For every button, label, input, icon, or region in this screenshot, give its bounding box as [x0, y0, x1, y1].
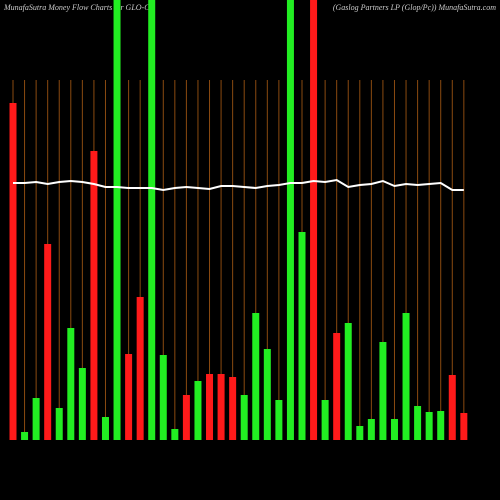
chart-title: MunafaSutra Money Flow Charts for GLO-C [3, 3, 150, 12]
bar [9, 103, 17, 440]
bar [67, 328, 75, 440]
bar [263, 349, 271, 440]
bar [78, 368, 86, 440]
bar [344, 323, 352, 440]
bar [379, 342, 387, 440]
line [13, 178, 464, 192]
bar [252, 313, 260, 440]
bar [171, 429, 179, 440]
bar [217, 374, 225, 440]
bar [44, 244, 52, 440]
bar [32, 398, 40, 440]
bar [159, 355, 167, 440]
bar [310, 0, 318, 440]
bar [298, 232, 306, 440]
bar [437, 411, 445, 440]
bar [21, 432, 29, 440]
bar [240, 395, 248, 440]
bar [414, 406, 422, 440]
bar [182, 395, 190, 440]
bar [125, 354, 133, 440]
bar [101, 417, 109, 440]
bar [390, 419, 398, 440]
bar [275, 400, 283, 440]
bar [425, 412, 433, 440]
bar [402, 313, 410, 440]
bar [206, 374, 214, 440]
bar [460, 413, 468, 440]
bar [55, 408, 63, 440]
bar [229, 377, 237, 440]
bar [333, 333, 341, 440]
bar [148, 0, 156, 440]
bar [448, 375, 456, 440]
bar [194, 381, 202, 440]
bar [136, 297, 144, 440]
bar [367, 419, 375, 440]
bar [321, 400, 329, 440]
bar [356, 426, 364, 440]
chart-subtitle: (Gaslog Partners LP (Glop/Pc)) MunafaSut… [333, 3, 496, 12]
bar [90, 151, 98, 440]
bar [113, 0, 121, 440]
bar [286, 0, 294, 440]
